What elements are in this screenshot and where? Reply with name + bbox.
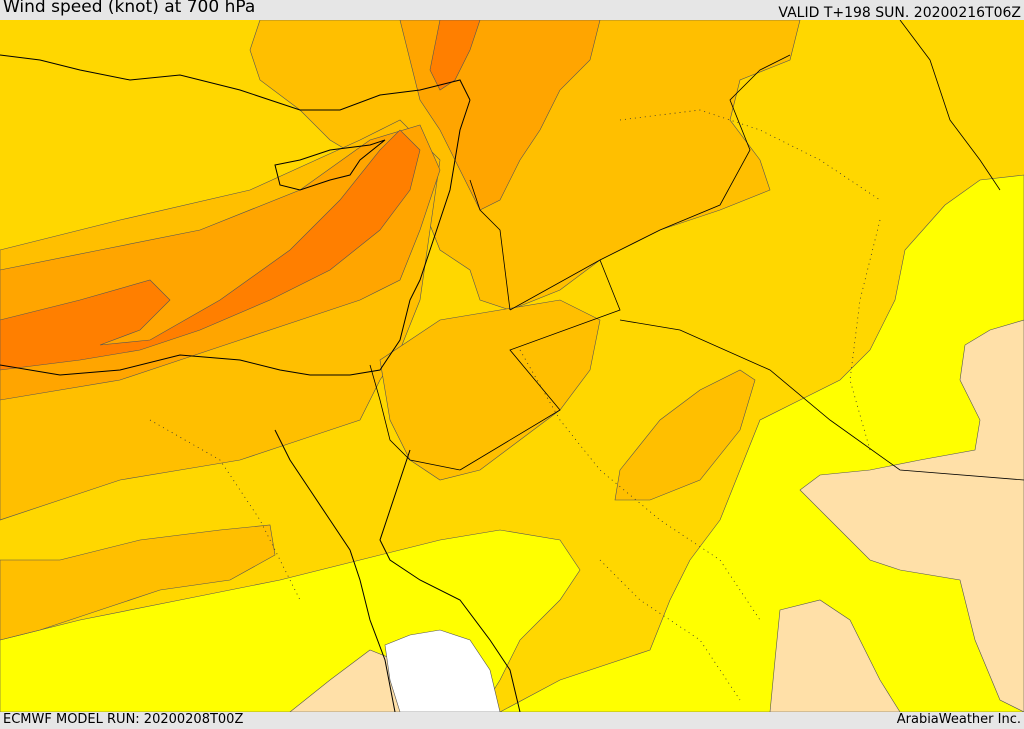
footer-bar: ECMWF MODEL RUN: 20200208T00Z ArabiaWeat…: [0, 712, 1024, 729]
header-bar: Wind speed (knot) at 700 hPa VALID T+198…: [0, 0, 1024, 21]
wind-band-light-southwest: [289, 649, 411, 712]
wind-band-jet-core: [0, 129, 421, 371]
coastlines: [0, 54, 521, 712]
wind-band-yellow-east: [499, 174, 1024, 712]
map-title: Wind speed (knot) at 700 hPa: [3, 0, 256, 17]
wind-band-gold-south: [0, 524, 276, 641]
wind-band-jet-north: [429, 20, 481, 91]
admin-boundaries: [149, 109, 881, 701]
wind-band-light-south: [769, 599, 901, 712]
wind-band-gold-jordan: [614, 369, 756, 501]
country-borders: [369, 20, 1024, 481]
credit-label: ArabiaWeather Inc.: [896, 712, 1021, 727]
wind-band-light-east: [799, 319, 1024, 712]
model-run-label: ECMWF MODEL RUN: 20200208T00Z: [3, 712, 244, 727]
valid-time-label: VALID T+198 SUN. 20200216T06Z: [778, 5, 1021, 21]
wind-band-white: [384, 629, 501, 712]
wind-band-gold-north: [249, 20, 801, 311]
wind-speed-map: [0, 20, 1024, 712]
